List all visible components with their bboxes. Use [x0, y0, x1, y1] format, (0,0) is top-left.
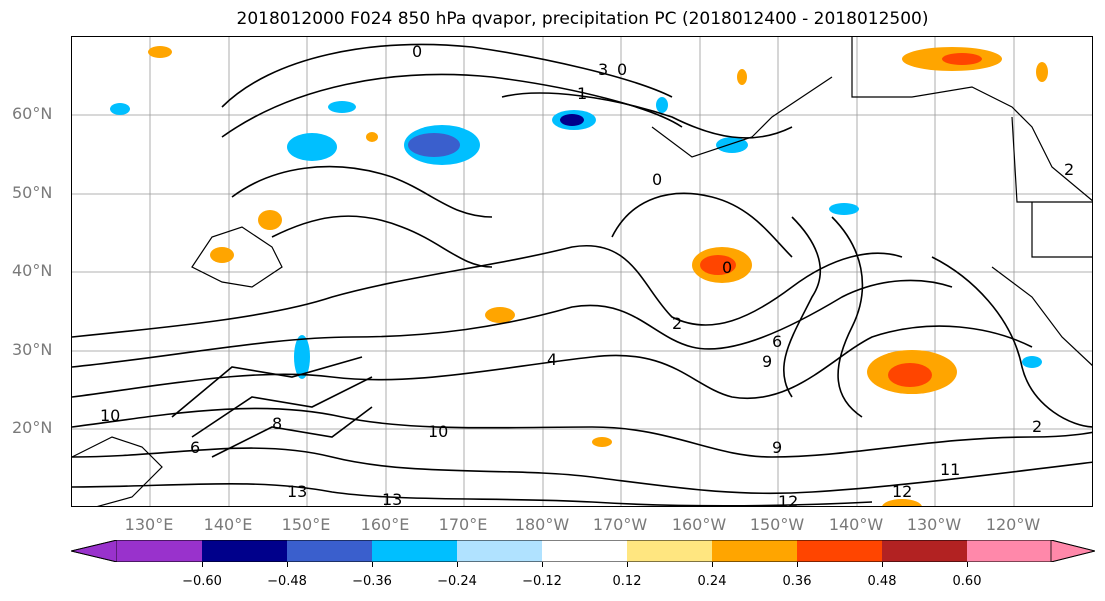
colorbar	[71, 540, 1095, 562]
graticule	[72, 37, 1092, 506]
contour-label: 12	[778, 492, 798, 507]
colorbar-tickmark	[882, 562, 883, 567]
colorbar-tickmark	[712, 562, 713, 567]
contour-label: 0	[617, 60, 627, 79]
colorbar-tickmark	[372, 562, 373, 567]
lon-label-120w: 120°W	[985, 515, 1041, 534]
colorbar-swatch	[882, 540, 967, 562]
precip-negative-areas	[110, 97, 1042, 379]
colorbar-tickmark	[797, 562, 798, 567]
colorbar-swatch	[712, 540, 797, 562]
contour-label: 3	[598, 60, 608, 79]
contour-label: 13	[287, 482, 307, 501]
contour-label: 12	[892, 482, 912, 501]
contour-label: 2	[1032, 417, 1042, 436]
colorbar-extend-min	[71, 540, 118, 562]
lon-label-130w: 130°W	[906, 515, 962, 534]
colorbar-swatch	[117, 540, 202, 562]
colorbar-swatch	[967, 540, 1051, 562]
colorbar-extend-max	[1050, 540, 1095, 562]
colorbar-swatch	[457, 540, 542, 562]
colorbar-tick-label: 0.12	[612, 574, 642, 589]
colorbar-swatch	[542, 540, 627, 562]
colorbar-tickmark	[542, 562, 543, 567]
map-canvas: 0 0 0 1 3 2 8 6 9 10 10 13 13 12 12 11 2…	[72, 37, 1092, 507]
colorbar-tickmark	[627, 562, 628, 567]
lon-label-150e: 150°E	[281, 515, 331, 534]
contour-label: 11	[940, 460, 960, 479]
precip-positive-areas	[148, 46, 1048, 506]
contour-label: 0	[412, 42, 422, 61]
colorbar-swatch	[202, 540, 287, 562]
colorbar-tick-label: −0.60	[182, 574, 222, 589]
colorbar-swatch	[372, 540, 457, 562]
lon-label-180w: 180°W	[514, 515, 570, 534]
colorbar-tickmark	[287, 562, 288, 567]
colorbar-tick-label: −0.24	[437, 574, 477, 589]
contour-label: 10	[100, 406, 120, 425]
lon-label-160w: 160°W	[671, 515, 727, 534]
contour-label: 13	[382, 490, 402, 507]
colorbar-swatch	[797, 540, 882, 562]
coastlines	[72, 37, 1092, 506]
lon-label-140w: 140°W	[828, 515, 884, 534]
colorbar-tick-label: −0.12	[522, 574, 562, 589]
lat-label-20n: 20°N	[12, 418, 53, 437]
contour-label: 6	[190, 438, 200, 457]
lat-label-30n: 30°N	[12, 340, 53, 359]
contour-label: 2	[672, 314, 682, 333]
colorbar-tick-label: −0.48	[267, 574, 307, 589]
map-title: 2018012000 F024 850 hPa qvapor, precipit…	[236, 9, 929, 29]
colorbar-tickmark	[967, 562, 968, 567]
colorbar-swatch	[627, 540, 712, 562]
qvapor-contours	[72, 43, 1092, 506]
colorbar-tick-label: 0.60	[952, 574, 982, 589]
colorbar-swatch	[287, 540, 372, 562]
contour-label: 9	[762, 352, 772, 371]
lon-label-160e: 160°E	[360, 515, 410, 534]
lon-label-140e: 140°E	[203, 515, 253, 534]
contour-label: 0	[722, 258, 732, 277]
contour-label: 6	[772, 332, 782, 351]
contour-label: 8	[272, 414, 282, 433]
colorbar-tick-label: 0.48	[867, 574, 897, 589]
contour-label: 1	[577, 84, 587, 103]
lon-label-170w: 170°W	[592, 515, 648, 534]
colorbar-tickmark	[457, 562, 458, 567]
map-panel: 0 0 0 1 3 2 8 6 9 10 10 13 13 12 12 11 2…	[71, 36, 1093, 507]
contour-labels: 0 0 0 1 3 2 8 6 9 10 10 13 13 12 12 11 2…	[100, 42, 1074, 507]
contour-label: 10	[428, 422, 448, 441]
contour-label: 9	[772, 438, 782, 457]
lon-label-170e: 170°E	[438, 515, 488, 534]
colorbar-tickmark	[202, 562, 203, 567]
contour-label: 4	[547, 350, 557, 369]
contour-label: 0	[652, 170, 662, 189]
colorbar-tick-label: −0.36	[352, 574, 392, 589]
lat-label-40n: 40°N	[12, 261, 53, 280]
colorbar-tick-label: 0.36	[782, 574, 812, 589]
lon-label-150w: 150°W	[749, 515, 805, 534]
lon-label-130e: 130°E	[124, 515, 174, 534]
lat-label-50n: 50°N	[12, 183, 53, 202]
lat-label-60n: 60°N	[12, 104, 53, 123]
colorbar-tick-label: 0.24	[697, 574, 727, 589]
contour-label: 2	[1064, 160, 1074, 179]
